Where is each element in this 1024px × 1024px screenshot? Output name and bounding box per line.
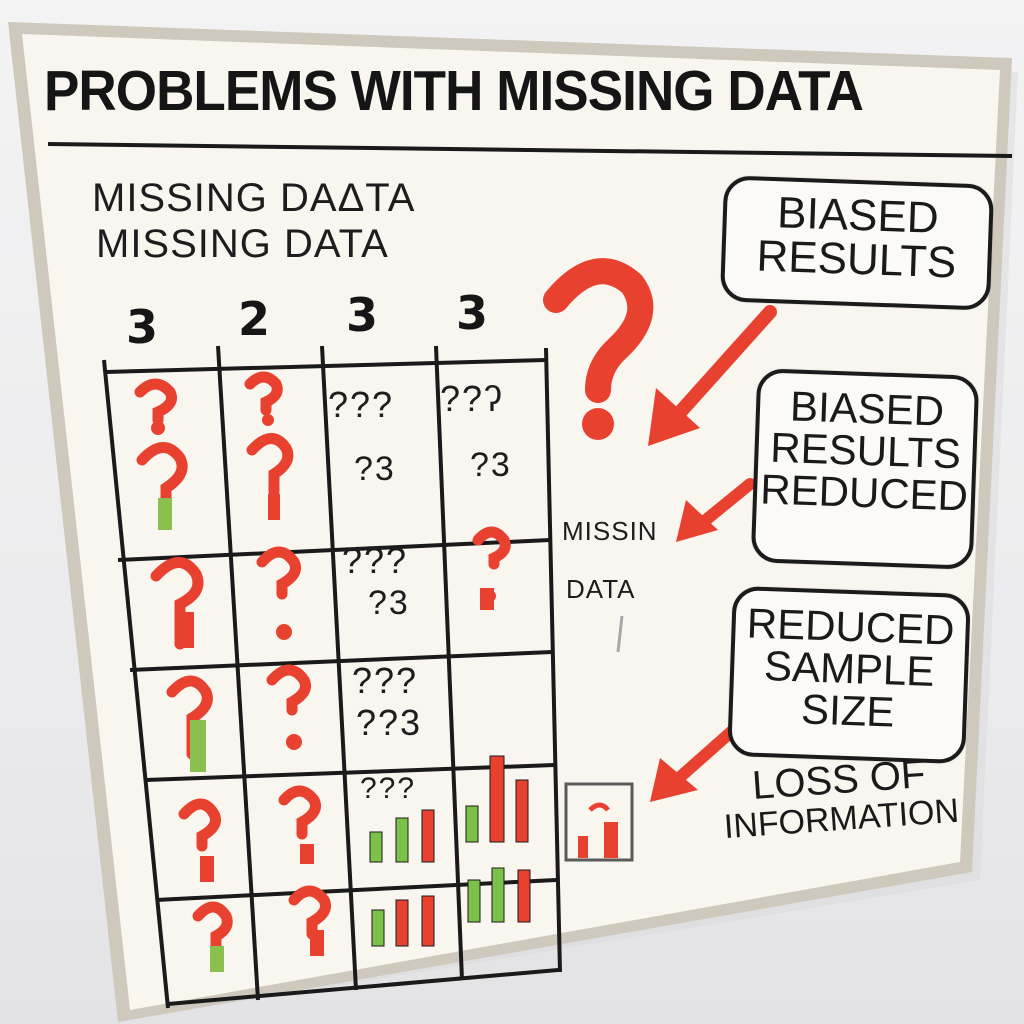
small-chart-box-icon — [564, 782, 634, 862]
column-header-2: 2 — [238, 292, 271, 346]
mini-bar-chart-r3c3 — [465, 755, 529, 843]
side-label-line-1: MISSIN — [562, 516, 658, 546]
mini-bar-chart-r4c3 — [467, 867, 531, 923]
loss-of-information-label: LOSS OF INFORMATION — [718, 752, 963, 846]
mini-bar-chart-r4c2 — [371, 895, 435, 947]
arrows — [648, 305, 777, 802]
grid-text-r1c2b: ?3 — [368, 584, 410, 622]
grid-text-r0c3b: ?3 — [470, 446, 512, 484]
callout-biased-results: BIASED RESULTS — [719, 175, 995, 311]
callout-1-line-2: RESULTS — [755, 231, 958, 288]
cell-bars — [158, 494, 494, 972]
column-header-3: 3 — [346, 288, 379, 342]
faint-stroke — [616, 615, 624, 653]
side-label-line-2: DATA — [566, 574, 636, 604]
column-header-4: 3 — [456, 286, 489, 340]
grid-text-r2c2: ??? — [352, 660, 419, 701]
big-question-mark-icon — [543, 258, 654, 440]
grid-text-r0c2: ??? — [328, 384, 395, 425]
callout-2-line-3: REDUCED — [759, 465, 969, 520]
grid-text-r2c2b: ??3 — [356, 702, 423, 743]
grid-text-r0c3: ??ʔ — [440, 378, 505, 419]
question-marks — [134, 371, 511, 954]
title-underline — [47, 142, 1013, 158]
callout-reduced-sample-size: REDUCED SAMPLE SIZE — [727, 585, 971, 765]
callout-biased-results-reduced: BIASED RESULTS REDUCED — [750, 368, 980, 570]
grid-text-r3c2: ??? — [360, 772, 417, 805]
grid-text-r0c2b: ?3 — [354, 450, 396, 488]
board-title: PROBLEMS WITH MISSING DATA — [44, 59, 864, 123]
grid-text-r1c2: ??? — [342, 540, 409, 581]
subtitle-line-1: MISSING DAΔTA — [92, 176, 416, 220]
subtitle-line-2: MISSING DATA — [96, 222, 389, 266]
arrow-biased-results — [659, 305, 777, 435]
column-header-1: 3 — [126, 300, 159, 354]
data-grid — [102, 345, 562, 1009]
mini-bar-chart-r3c2 — [369, 809, 435, 863]
